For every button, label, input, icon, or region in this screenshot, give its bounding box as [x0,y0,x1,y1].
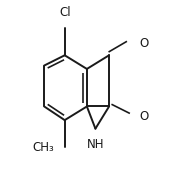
Text: O: O [140,110,149,123]
Text: CH₃: CH₃ [33,141,54,154]
Text: NH: NH [87,138,104,151]
Text: O: O [140,37,149,50]
Text: Cl: Cl [59,6,70,19]
